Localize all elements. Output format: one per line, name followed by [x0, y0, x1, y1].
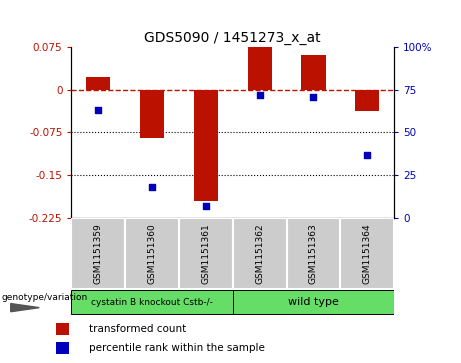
Point: [364, 152, 371, 158]
Text: GSM1151364: GSM1151364: [363, 223, 372, 284]
Polygon shape: [11, 303, 39, 312]
Text: GSM1151359: GSM1151359: [94, 223, 103, 284]
Point: [310, 94, 317, 99]
Bar: [340, 218, 394, 289]
Bar: [194, 90, 218, 201]
Bar: [233, 218, 287, 289]
Point: [202, 203, 210, 209]
Text: GSM1151363: GSM1151363: [309, 223, 318, 284]
Text: genotype/variation: genotype/variation: [1, 293, 88, 302]
Bar: [71, 218, 125, 289]
Point: [148, 184, 156, 190]
Bar: [233, 290, 394, 314]
Text: percentile rank within the sample: percentile rank within the sample: [89, 343, 265, 353]
Bar: [301, 54, 325, 90]
Bar: [125, 218, 179, 289]
Text: GSM1151362: GSM1151362: [255, 223, 264, 284]
Text: GSM1151360: GSM1151360: [148, 223, 157, 284]
Bar: [56, 323, 69, 335]
Bar: [248, 47, 272, 90]
Bar: [140, 90, 164, 138]
Text: GSM1151361: GSM1151361: [201, 223, 210, 284]
Point: [256, 92, 263, 98]
Text: transformed count: transformed count: [89, 324, 186, 334]
Bar: [287, 218, 340, 289]
Bar: [179, 218, 233, 289]
Title: GDS5090 / 1451273_x_at: GDS5090 / 1451273_x_at: [144, 31, 321, 45]
Bar: [56, 342, 69, 354]
Bar: [86, 77, 111, 90]
Point: [95, 107, 102, 113]
Text: wild type: wild type: [288, 297, 339, 307]
Bar: [355, 90, 379, 111]
Text: cystatin B knockout Cstb-/-: cystatin B knockout Cstb-/-: [91, 298, 213, 307]
Bar: [71, 290, 233, 314]
